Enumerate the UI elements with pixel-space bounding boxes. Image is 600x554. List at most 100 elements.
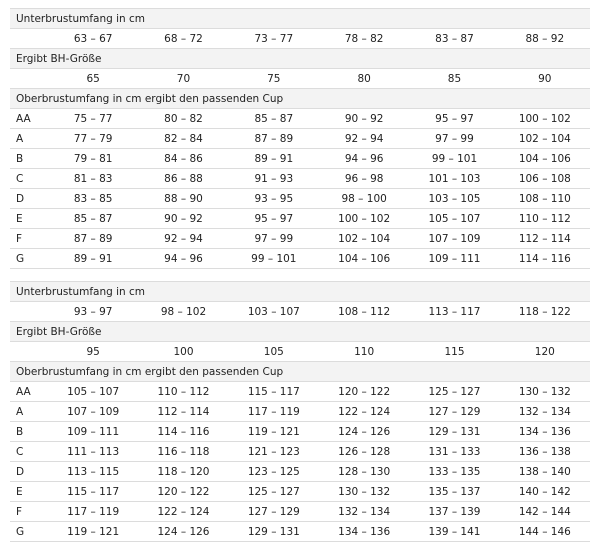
overbust-range: 129 – 131 xyxy=(228,521,319,542)
size-table: Unterbrustumfang in cm 63 – 67 68 – 72 73 –… xyxy=(10,8,590,269)
value-row: 95 100 105 110 115 120 xyxy=(10,341,590,362)
underbust-range: 118 – 122 xyxy=(499,301,590,322)
overbust-range: 92 – 94 xyxy=(138,228,229,249)
bra-size: 90 xyxy=(499,68,590,89)
bra-size: 100 xyxy=(138,341,229,362)
value-row: 63 – 67 68 – 72 73 – 77 78 – 82 83 – 87 88 – … xyxy=(10,28,590,49)
section-header: Ergibt BH-Größe xyxy=(10,321,590,342)
section-header-row: Oberbrustumfang in cm ergibt den passend… xyxy=(10,88,590,109)
section-header: Ergibt BH-Größe xyxy=(10,48,590,69)
overbust-range: 124 – 126 xyxy=(138,521,229,542)
cup-label: A xyxy=(10,401,48,422)
overbust-range: 103 – 105 xyxy=(409,188,500,209)
overbust-range: 109 – 111 xyxy=(409,248,500,269)
cup-row: A 77 – 79 82 – 84 87 – 89 92 – 94 97 – 99 102 … xyxy=(10,128,590,149)
overbust-range: 106 – 108 xyxy=(499,168,590,189)
overbust-range: 112 – 114 xyxy=(138,401,229,422)
overbust-range: 105 – 107 xyxy=(48,381,139,402)
overbust-range: 128 – 130 xyxy=(318,461,410,482)
section-header: Unterbrustumfang in cm xyxy=(10,281,590,302)
overbust-range: 97 – 99 xyxy=(409,128,500,149)
overbust-range: 105 – 107 xyxy=(409,208,500,229)
underbust-range: 93 – 97 xyxy=(48,301,139,322)
empty-cell xyxy=(10,68,48,89)
overbust-range: 91 – 93 xyxy=(228,168,319,189)
overbust-range: 140 – 142 xyxy=(499,481,590,502)
overbust-range: 96 – 98 xyxy=(318,168,410,189)
empty-cell xyxy=(10,341,48,362)
section-header-row: Unterbrustumfang in cm xyxy=(10,8,590,29)
overbust-range: 133 – 135 xyxy=(409,461,500,482)
overbust-range: 98 – 100 xyxy=(318,188,410,209)
cup-label: E xyxy=(10,481,48,502)
overbust-range: 77 – 79 xyxy=(48,128,139,149)
overbust-range: 79 – 81 xyxy=(48,148,139,169)
bra-size: 115 xyxy=(409,341,500,362)
underbust-range: 78 – 82 xyxy=(318,28,410,49)
cup-row: C 111 – 113 116 – 118 121 – 123 126 – 128 131… xyxy=(10,441,590,462)
empty-cell xyxy=(10,28,48,49)
bra-size: 120 xyxy=(499,341,590,362)
cup-row: G 119 – 121 124 – 126 129 – 131 134 – 136 139… xyxy=(10,521,590,542)
underbust-range: 68 – 72 xyxy=(138,28,229,49)
cup-row: B 79 – 81 84 – 86 89 – 91 94 – 96 99 – 101 104… xyxy=(10,148,590,169)
empty-cell xyxy=(10,301,48,322)
cup-label: F xyxy=(10,501,48,522)
overbust-range: 119 – 121 xyxy=(228,421,319,442)
overbust-range: 108 – 110 xyxy=(499,188,590,209)
cup-row: AA 105 – 107 110 – 112 115 – 117 120 – 122 12… xyxy=(10,381,590,402)
overbust-range: 129 – 131 xyxy=(409,421,500,442)
overbust-range: 139 – 141 xyxy=(409,521,500,542)
overbust-range: 101 – 103 xyxy=(409,168,500,189)
overbust-range: 88 – 90 xyxy=(138,188,229,209)
bra-size: 105 xyxy=(228,341,319,362)
overbust-range: 115 – 117 xyxy=(48,481,139,502)
overbust-range: 132 – 134 xyxy=(318,501,410,522)
overbust-range: 94 – 96 xyxy=(138,248,229,269)
underbust-range: 108 – 112 xyxy=(318,301,410,322)
overbust-range: 104 – 106 xyxy=(499,148,590,169)
bra-size: 95 xyxy=(48,341,139,362)
overbust-range: 110 – 112 xyxy=(499,208,590,229)
cup-label: B xyxy=(10,148,48,169)
overbust-range: 89 – 91 xyxy=(228,148,319,169)
overbust-range: 120 – 122 xyxy=(318,381,410,402)
underbust-range: 63 – 67 xyxy=(48,28,139,49)
cup-label: E xyxy=(10,208,48,229)
overbust-range: 144 – 146 xyxy=(499,521,590,542)
cup-row: AA 75 – 77 80 – 82 85 – 87 90 – 92 95 – 97 100… xyxy=(10,108,590,129)
overbust-range: 87 – 89 xyxy=(228,128,319,149)
overbust-range: 134 – 136 xyxy=(318,521,410,542)
overbust-range: 142 – 144 xyxy=(499,501,590,522)
overbust-range: 95 – 97 xyxy=(409,108,500,129)
overbust-range: 90 – 92 xyxy=(138,208,229,229)
underbust-range: 88 – 92 xyxy=(499,28,590,49)
bra-size: 70 xyxy=(138,68,229,89)
section-header: Oberbrustumfang in cm ergibt den passend… xyxy=(10,361,590,382)
cup-label: AA xyxy=(10,381,48,402)
overbust-range: 137 – 139 xyxy=(409,501,500,522)
overbust-range: 100 – 102 xyxy=(318,208,410,229)
bra-size: 80 xyxy=(318,68,410,89)
overbust-range: 87 – 89 xyxy=(48,228,139,249)
cup-row: E 115 – 117 120 – 122 125 – 127 130 – 132 135… xyxy=(10,481,590,502)
cup-row: B 109 – 111 114 – 116 119 – 121 124 – 126 129… xyxy=(10,421,590,442)
overbust-range: 82 – 84 xyxy=(138,128,229,149)
section-header-row: Ergibt BH-Größe xyxy=(10,48,590,69)
overbust-range: 85 – 87 xyxy=(228,108,319,129)
cup-row: A 107 – 109 112 – 114 117 – 119 122 – 124 127… xyxy=(10,401,590,422)
value-row: 93 – 97 98 – 102 103 – 107 108 – 112 113 – 1… xyxy=(10,301,590,322)
underbust-range: 83 – 87 xyxy=(409,28,500,49)
cup-label: D xyxy=(10,461,48,482)
overbust-range: 113 – 115 xyxy=(48,461,139,482)
overbust-range: 102 – 104 xyxy=(318,228,410,249)
size-chart: Unterbrustumfang in cm 63 – 67 68 – 72 73 –… xyxy=(10,8,590,554)
overbust-range: 136 – 138 xyxy=(499,441,590,462)
size-table: Unterbrustumfang in cm 93 – 97 98 – 102 103… xyxy=(10,281,590,542)
overbust-range: 130 – 132 xyxy=(318,481,410,502)
section-header-row: Ergibt BH-Größe xyxy=(10,321,590,342)
cup-label: C xyxy=(10,441,48,462)
bra-size: 85 xyxy=(409,68,500,89)
underbust-range: 98 – 102 xyxy=(138,301,229,322)
overbust-range: 94 – 96 xyxy=(318,148,410,169)
